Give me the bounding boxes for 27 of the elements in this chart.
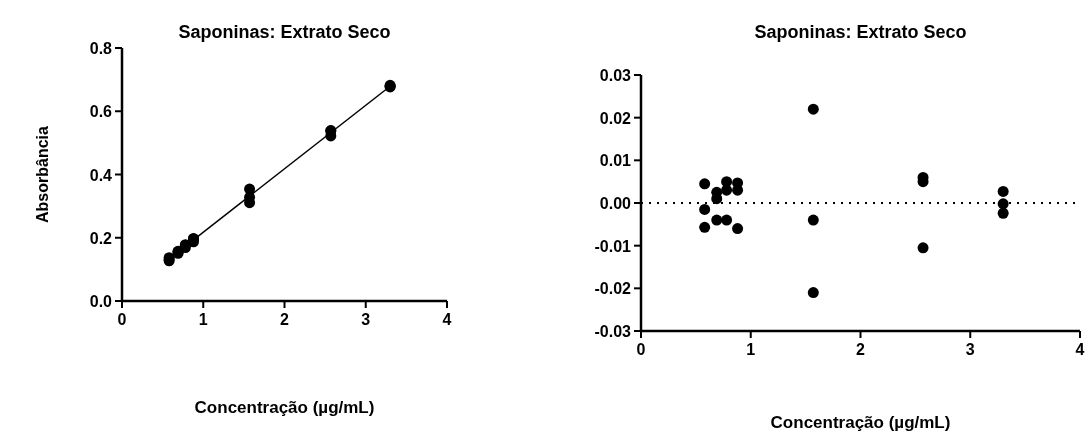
x-axis-title: Concentração (µg/mL) — [770, 413, 951, 432]
x-tick-label: 1 — [746, 341, 756, 358]
y-tick-label: 0.4 — [89, 166, 113, 184]
y-tick-label: 0.03 — [599, 67, 632, 84]
y-tick-label: 0.02 — [599, 109, 632, 127]
y-tick-label: -0.01 — [594, 237, 632, 255]
x-tick-label: 1 — [198, 311, 208, 328]
y-tick-label: 0.01 — [599, 152, 632, 170]
x-tick-label: 3 — [361, 311, 371, 328]
x-tick-label: 0 — [117, 311, 127, 328]
y-tick-label: 0.6 — [89, 103, 113, 121]
x-tick-label: 3 — [965, 341, 975, 358]
y-axis-title: Absorbância — [34, 125, 51, 223]
x-axis-title: Concentração (µg/mL) — [194, 398, 375, 417]
y-tick-label: 0.8 — [89, 40, 113, 57]
x-tick-label: 2 — [856, 341, 866, 358]
y-tick-label: -0.02 — [594, 280, 632, 298]
x-tick-label: 2 — [280, 311, 290, 328]
x-tick-label: 4 — [442, 311, 452, 328]
y-tick-label: -0.03 — [594, 323, 632, 340]
y-tick-label: 0.00 — [599, 195, 632, 212]
chart-title: Saponinas: Extrato Seco — [754, 22, 967, 42]
y-tick-label: 0.2 — [89, 229, 113, 247]
x-tick-label: 0 — [636, 341, 646, 358]
x-tick-label: 4 — [1075, 341, 1085, 358]
chart-title: Saponinas: Extrato Seco — [178, 22, 391, 42]
y-tick-label: 0.0 — [89, 293, 113, 310]
